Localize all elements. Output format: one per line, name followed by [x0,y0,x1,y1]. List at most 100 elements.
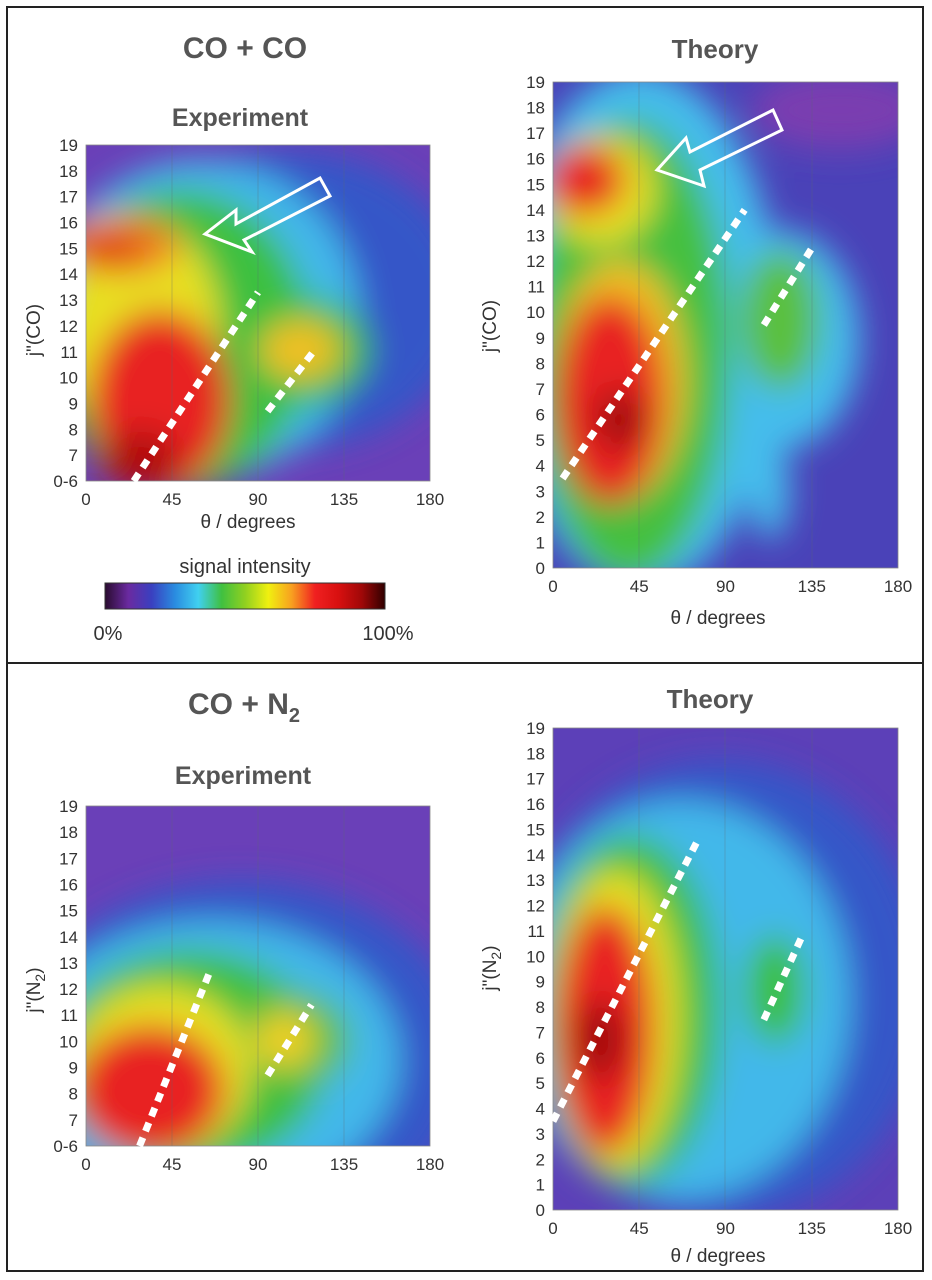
p1-guide-line [264,347,319,414]
p4-y-tick: 5 [536,1074,545,1093]
p3-y-tick: 16 [59,875,78,894]
p1-y-tick: 7 [69,446,78,465]
colorbar [104,582,386,610]
p1-y-tick: 13 [59,291,78,310]
p2-heading: Theory [672,34,759,64]
p2-guide-lines [559,207,815,481]
p3-x-tick: 0 [81,1155,90,1174]
p2-x-ticks: 0 45 90 135 180 [548,577,912,596]
p4-y-tick: 11 [527,922,545,941]
p3-y-tick: 9 [69,1059,78,1078]
colorbar-max-label: 100% [362,623,413,645]
p4-y-tick: 17 [526,770,545,789]
p2-y-tick: 16 [526,150,545,169]
p1-x-tick: 90 [249,490,268,509]
p4-plot-border [552,727,899,1211]
p1-guide-lines [130,290,319,483]
p3-x-tick: 45 [163,1155,182,1174]
p2-y-tick: 3 [536,482,545,501]
p2-y-tick: 10 [526,303,545,322]
p2-x-tick: 45 [630,577,649,596]
colorbar-label: signal intensity [179,556,310,578]
p2-y-tick: 14 [526,201,545,220]
p2-y-tick: 15 [526,175,545,194]
p3-y-tick: 19 [59,797,78,816]
p3-guide-lines [136,969,315,1148]
p2-heatmap [553,82,898,568]
p3-x-tick: 135 [330,1155,358,1174]
p1-y-tick: 14 [59,265,78,284]
p1-y-ticks: 0-6 7 8 9 10 11 12 13 14 15 16 17 18 19 [53,136,78,491]
p1-y-tick: 16 [59,214,78,233]
p3-x-tick: 180 [416,1155,444,1174]
figure-frame [6,6,924,1272]
p1-y-tick: 15 [59,239,78,258]
p1-y-tick: 9 [69,394,78,413]
p2-y-tick: 9 [536,329,545,348]
p2-y-tick: 17 [526,124,545,143]
p4-x-tick: 0 [548,1219,557,1238]
p3-y-ticks: 0-6 7 8 9 10 11 12 13 14 15 16 17 18 19 [53,797,78,1156]
p1-x-tick: 180 [416,490,444,509]
p4-y-tick: 9 [536,973,545,992]
p4-y-tick: 18 [526,744,545,763]
p3-y-tick: 13 [59,954,78,973]
p2-y-tick: 19 [526,73,545,92]
p2-arrow [654,107,784,189]
p3-heading: CO + N2 [188,688,300,727]
p4-y-tick: 4 [536,1100,545,1119]
p1-heatmap [86,145,430,481]
p1-x-ticks: 0 45 90 135 180 [81,490,444,509]
p3-y-tick: 7 [69,1111,78,1130]
p1-y-tick: 11 [60,343,78,362]
p4-x-tick: 45 [630,1219,649,1238]
p1-y-tick: 10 [59,369,78,388]
p3-y-tick: 10 [59,1032,78,1051]
p1-y-tick: 17 [59,188,78,207]
p4-guide-lines [549,840,806,1123]
p1-y-tick: 12 [59,317,78,336]
p3-subheading: Experiment [175,762,312,790]
p3-plot-border [85,805,431,1147]
p1-arrow [201,175,333,256]
p4-y-tick: 13 [526,871,545,890]
p2-y-tick: 1 [536,533,545,552]
p4-y-tick: 14 [526,846,545,865]
p4-heading: Theory [667,684,754,714]
p1-y-tick: 8 [69,420,78,439]
p1-x-tick: 135 [330,490,358,509]
p4-y-tick: 16 [526,795,545,814]
p2-y-tick: 4 [536,457,545,476]
p2-y-tick: 8 [536,354,545,373]
p4-guide-line [549,840,700,1123]
p4-x-label: θ / degrees [670,1246,765,1267]
p4-x-ticks: 0 45 90 135 180 [548,1219,912,1238]
p4-y-tick: 2 [536,1150,545,1169]
p2-y-tick: 13 [526,226,545,245]
p3-y-label: j"(N2) [24,967,48,1013]
p4-y-tick: 0 [536,1201,545,1220]
p1-subheading: Experiment [172,104,309,132]
p2-y-tick: 5 [536,431,545,450]
p2-guide-line [559,207,748,481]
p3-y-tick: 17 [59,849,78,868]
p1-x-label: θ / degrees [200,512,295,533]
p2-y-tick: 11 [527,278,545,297]
p3-heatmap [86,806,430,1146]
section-divider [6,662,924,664]
p1-x-tick: 0 [81,490,90,509]
p2-y-tick: 2 [536,508,545,527]
p1-plot-border [85,144,431,482]
p1-y-tick: 0-6 [53,472,78,491]
p2-y-tick: 7 [536,380,545,399]
p4-y-tick: 8 [536,998,545,1017]
p2-x-tick: 180 [884,577,912,596]
p4-y-tick: 1 [536,1176,545,1195]
p3-y-tick: 0-6 [53,1137,78,1156]
p2-y-tick: 0 [536,559,545,578]
p2-x-tick: 135 [798,577,826,596]
p4-y-label: j"(N2) [480,945,504,991]
